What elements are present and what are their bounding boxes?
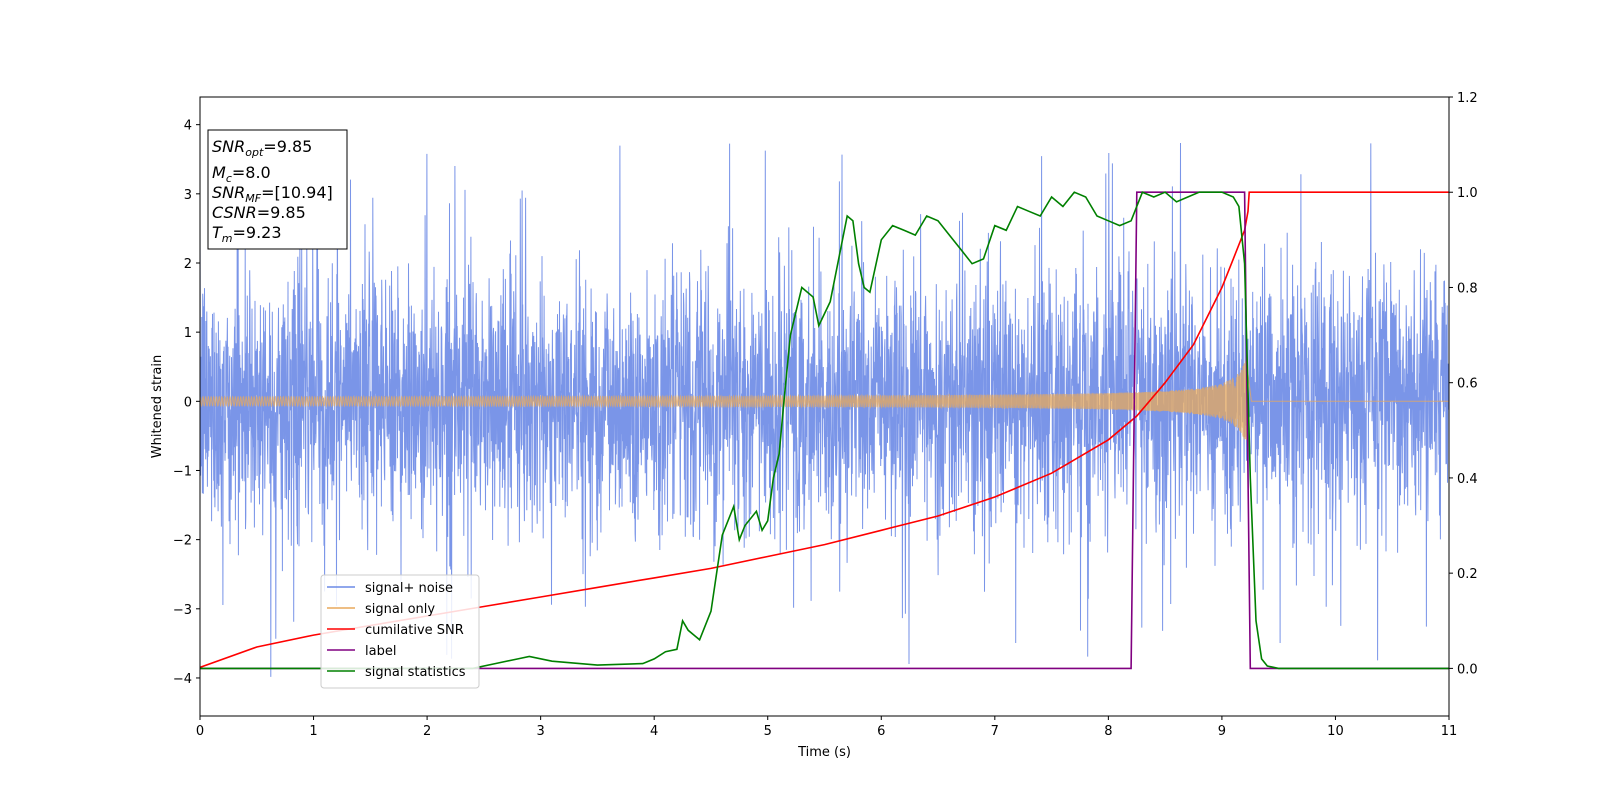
plot-frame — [199, 96, 1450, 717]
y-left-tick-label: 4 — [184, 119, 192, 134]
x-tick-label: 3 — [536, 724, 544, 739]
series-signal-only — [200, 356, 1449, 440]
legend: signal+ noise signal only cumilative SNR la… — [320, 574, 480, 689]
y-right-axis: 0.0 0.2 0.4 0.6 0.8 1.0 1.2 — [1449, 91, 1478, 677]
parameter-annotation-box: SNRopt=9.85 Mc=8.0 SNRMF=[10.94] CSNR=9.… — [207, 129, 348, 250]
x-tick-label: 2 — [423, 724, 431, 739]
annotation-snr-mf: SNRMF=[10.94] — [212, 183, 333, 205]
annotation-mc: Mc=8.0 — [212, 163, 271, 185]
y-right-tick-label: 1.2 — [1457, 91, 1478, 106]
y-left-tick-label: 2 — [184, 257, 192, 272]
x-tick-label: 11 — [1441, 724, 1458, 739]
legend-entry-cumulative-snr: cumilative SNR — [327, 623, 464, 638]
x-tick-label: 7 — [991, 724, 999, 739]
y-left-tick-label: 0 — [184, 395, 192, 410]
legend-frame — [320, 574, 480, 689]
annotation-snr-opt: SNRopt=9.85 — [212, 137, 312, 159]
x-tick-label: 4 — [650, 724, 658, 739]
annotation-tm: Tm=9.23 — [212, 223, 282, 245]
y-axis-label: Whitened strain — [150, 355, 165, 458]
legend-label: signal statistics — [365, 665, 466, 680]
legend-label: signal+ noise — [365, 581, 453, 596]
x-axis: 0 1 2 3 4 5 6 7 8 9 10 11 — [196, 716, 1457, 739]
y-right-tick-label: 0.2 — [1457, 567, 1478, 582]
annotation-csnr: CSNR=9.85 — [212, 203, 306, 222]
x-tick-label: 5 — [764, 724, 772, 739]
y-right-tick-label: 1.0 — [1457, 186, 1478, 201]
legend-label: label — [365, 644, 396, 659]
x-tick-label: 8 — [1104, 724, 1112, 739]
y-left-tick-label: 3 — [184, 188, 192, 203]
legend-label: cumilative SNR — [365, 623, 464, 638]
x-tick-label: 9 — [1218, 724, 1226, 739]
legend-label: signal only — [365, 602, 435, 617]
x-tick-label: 6 — [877, 724, 885, 739]
y-left-tick-label: −2 — [173, 534, 192, 549]
x-axis-label: Time (s) — [797, 745, 851, 760]
y-right-tick-label: 0.8 — [1457, 281, 1478, 296]
y-left-axis: −4 −3 −2 −1 0 1 2 3 4 — [173, 119, 200, 687]
y-left-tick-label: −3 — [173, 603, 192, 618]
legend-entry-signal-noise: signal+ noise — [327, 581, 453, 596]
series-signal-statistics — [200, 191, 1449, 670]
legend-entry-label: label — [327, 644, 396, 659]
x-tick-label: 1 — [309, 724, 317, 739]
y-left-tick-label: 1 — [184, 326, 192, 341]
y-right-tick-label: 0.6 — [1457, 377, 1478, 392]
x-tick-label: 10 — [1327, 724, 1344, 739]
y-left-tick-label: −1 — [173, 464, 192, 479]
y-right-tick-label: 0.0 — [1457, 662, 1478, 677]
annotation-frame — [207, 129, 348, 250]
legend-entry-signal-only: signal only — [327, 602, 435, 617]
y-right-tick-label: 0.4 — [1457, 472, 1478, 487]
y-left-tick-label: −4 — [173, 672, 192, 687]
x-tick-label: 0 — [196, 724, 204, 739]
legend-entry-signal-statistics: signal statistics — [327, 665, 466, 680]
